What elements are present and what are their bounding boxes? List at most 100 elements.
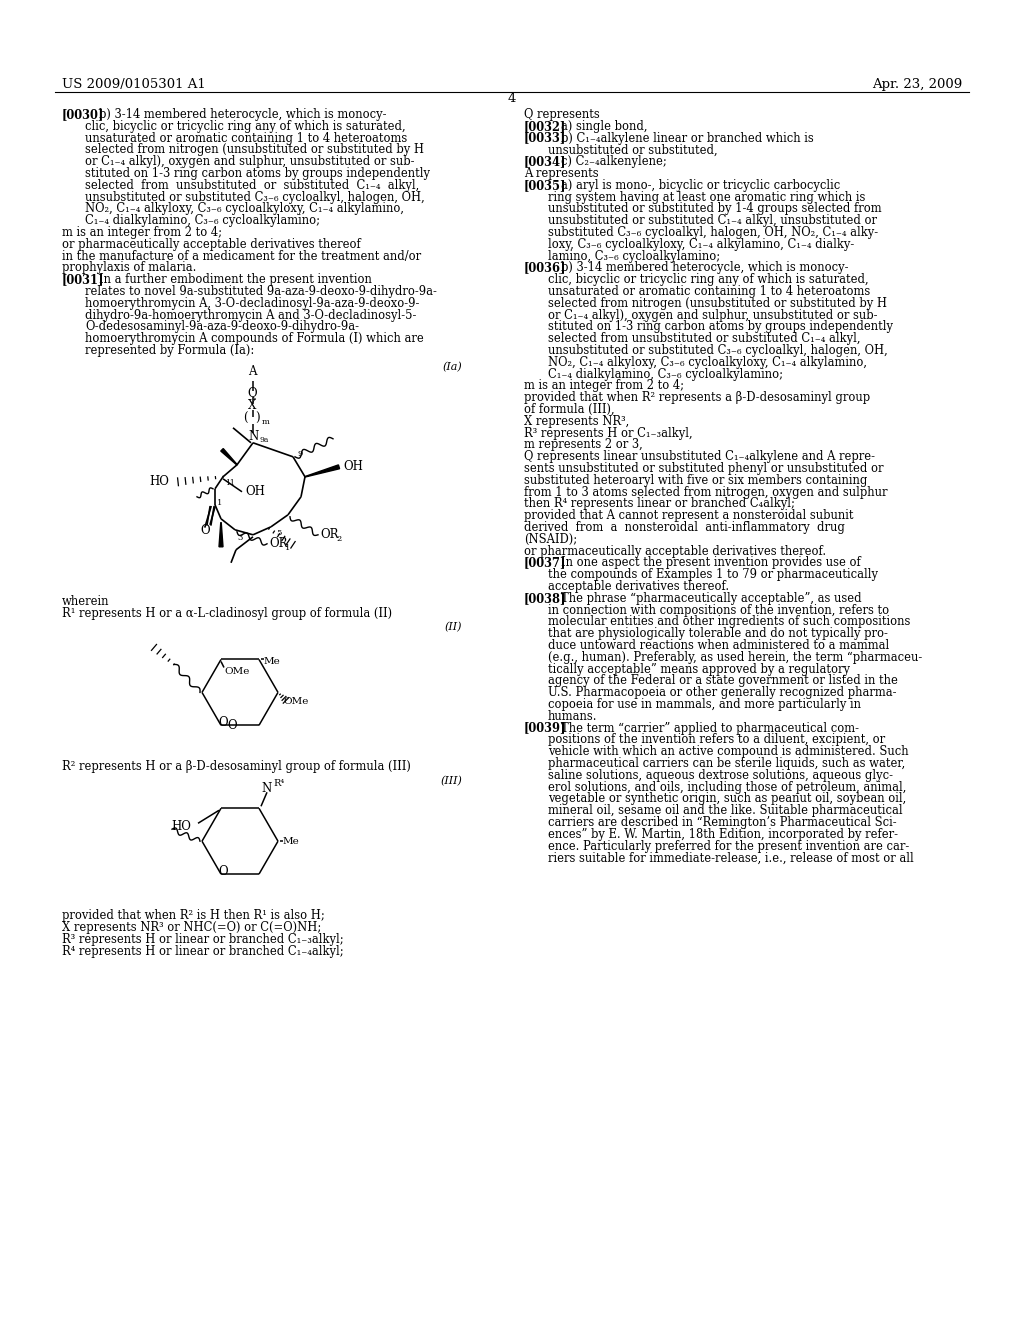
Text: provided that when R² represents a β-D-desosaminyl group: provided that when R² represents a β-D-d… [524, 391, 870, 404]
Text: HO: HO [171, 820, 191, 833]
Text: ): ) [255, 412, 259, 425]
Text: X represents NR³ or NHC(=O) or C(=O)NH;: X represents NR³ or NHC(=O) or C(=O)NH; [62, 921, 322, 935]
Text: riers suitable for immediate-release, i.e., release of most or all: riers suitable for immediate-release, i.… [548, 851, 913, 865]
Text: agency of the Federal or a state government or listed in the: agency of the Federal or a state governm… [548, 675, 898, 688]
Text: relates to novel 9a-substituted 9a-aza-9-deoxo-9-dihydro-9a-: relates to novel 9a-substituted 9a-aza-9… [85, 285, 437, 298]
Text: a) single bond,: a) single bond, [561, 120, 647, 133]
Text: erol solutions, and oils, including those of petroleum, animal,: erol solutions, and oils, including thos… [548, 780, 906, 793]
Text: m is an integer from 2 to 4;: m is an integer from 2 to 4; [524, 379, 684, 392]
Text: from 1 to 3 atoms selected from nitrogen, oxygen and sulphur: from 1 to 3 atoms selected from nitrogen… [524, 486, 888, 499]
Text: OH: OH [343, 461, 362, 474]
Text: O: O [218, 865, 227, 878]
Text: (III): (III) [440, 776, 462, 787]
Text: In one aspect the present invention provides use of: In one aspect the present invention prov… [561, 557, 861, 569]
Text: ring system having at least one aromatic ring which is: ring system having at least one aromatic… [548, 190, 865, 203]
Text: unsaturated or aromatic containing 1 to 4 heteroatoms: unsaturated or aromatic containing 1 to … [85, 132, 408, 145]
Text: Q represents linear unsubstituted C₁₋₄alkylene and A repre-: Q represents linear unsubstituted C₁₋₄al… [524, 450, 874, 463]
Text: Apr. 23, 2009: Apr. 23, 2009 [871, 78, 962, 91]
Text: In a further embodiment the present invention: In a further embodiment the present inve… [99, 273, 372, 286]
Text: lamino, C₃₋₆ cycloalkylamino;: lamino, C₃₋₆ cycloalkylamino; [548, 249, 720, 263]
Text: sents unsubstituted or substituted phenyl or unsubstituted or: sents unsubstituted or substituted pheny… [524, 462, 884, 475]
Text: then R⁴ represents linear or branched C₄alkyl;: then R⁴ represents linear or branched C₄… [524, 498, 795, 511]
Text: NO₂, C₁₋₄ alkyloxy, C₃₋₆ cycloalkyloxy, C₁₋₄ alkylamino,: NO₂, C₁₋₄ alkyloxy, C₃₋₆ cycloalkyloxy, … [548, 356, 867, 368]
Text: (Ia): (Ia) [442, 362, 462, 372]
Text: O: O [200, 524, 210, 537]
Text: C₁₋₄ dialkylamino, C₃₋₆ cycloalkylamino;: C₁₋₄ dialkylamino, C₃₋₆ cycloalkylamino; [85, 214, 319, 227]
Text: unsubstituted or substituted C₁₋₄ alkyl, unsubstituted or: unsubstituted or substituted C₁₋₄ alkyl,… [548, 214, 877, 227]
Text: A: A [248, 364, 256, 378]
Text: O: O [218, 715, 227, 729]
Text: 9a: 9a [259, 436, 268, 444]
Text: N: N [249, 430, 259, 444]
Text: a) aryl is mono-, bicyclic or tricyclic carbocyclic: a) aryl is mono-, bicyclic or tricyclic … [561, 178, 841, 191]
Text: R³ represents H or linear or branched C₁₋₃alkyl;: R³ represents H or linear or branched C₁… [62, 933, 344, 946]
Text: O: O [227, 719, 237, 731]
Text: (II): (II) [444, 623, 462, 632]
Text: of formula (III),: of formula (III), [524, 403, 614, 416]
Text: R² represents H or a β-D-desosaminyl group of formula (III): R² represents H or a β-D-desosaminyl gro… [62, 760, 411, 774]
Text: saline solutions, aqueous dextrose solutions, aqueous glyc-: saline solutions, aqueous dextrose solut… [548, 768, 893, 781]
Text: homoerythromycin A, 3-O-decladinosyl-9a-aza-9-deoxo-9-: homoerythromycin A, 3-O-decladinosyl-9a-… [85, 297, 420, 310]
Text: (NSAID);: (NSAID); [524, 533, 578, 545]
Text: [0036]: [0036] [524, 261, 566, 275]
Polygon shape [219, 523, 223, 546]
Text: N: N [262, 781, 272, 795]
Text: [0038]: [0038] [524, 591, 566, 605]
Text: mineral oil, sesame oil and the like. Suitable pharmaceutical: mineral oil, sesame oil and the like. Su… [548, 804, 902, 817]
Text: or C₁₋₄ alkyl), oxygen and sulphur, unsubstituted or sub-: or C₁₋₄ alkyl), oxygen and sulphur, unsu… [548, 309, 878, 322]
Text: [0033]: [0033] [524, 132, 566, 145]
Text: R³ represents H or C₁₋₃alkyl,: R³ represents H or C₁₋₃alkyl, [524, 426, 692, 440]
Text: dihydro-9a-homoerythromycin A and 3-O-decladinosyl-5-: dihydro-9a-homoerythromycin A and 3-O-de… [85, 309, 417, 322]
Text: R⁴: R⁴ [273, 779, 285, 788]
Text: [0035]: [0035] [524, 178, 566, 191]
Polygon shape [305, 465, 340, 477]
Text: 1: 1 [285, 544, 291, 552]
Text: 9: 9 [297, 450, 302, 458]
Text: 2: 2 [336, 535, 341, 543]
Text: clic, bicyclic or tricyclic ring any of which is saturated,: clic, bicyclic or tricyclic ring any of … [548, 273, 868, 286]
Text: OH: OH [245, 486, 265, 499]
Text: vegetable or synthetic origin, such as peanut oil, soybean oil,: vegetable or synthetic origin, such as p… [548, 792, 906, 805]
Text: m is an integer from 2 to 4;: m is an integer from 2 to 4; [62, 226, 222, 239]
Text: c) C₂₋₄alkenylene;: c) C₂₋₄alkenylene; [561, 156, 667, 168]
Text: unsaturated or aromatic containing 1 to 4 heteroatoms: unsaturated or aromatic containing 1 to … [548, 285, 870, 298]
Text: (: ( [243, 412, 248, 425]
Text: C₁₋₄ dialkylamino, C₃₋₆ cycloalkylamino;: C₁₋₄ dialkylamino, C₃₋₆ cycloalkylamino; [548, 367, 783, 380]
Text: O-dedesosaminyl-9a-aza-9-deoxo-9-dihydro-9a-: O-dedesosaminyl-9a-aza-9-deoxo-9-dihydro… [85, 321, 359, 334]
Text: OR: OR [319, 528, 339, 541]
Text: R⁴ represents H or linear or branched C₁₋₄alkyl;: R⁴ represents H or linear or branched C₁… [62, 945, 344, 957]
Text: US 2009/0105301 A1: US 2009/0105301 A1 [62, 78, 206, 91]
Text: unsubstituted or substituted C₃₋₆ cycloalkyl, halogen, OH,: unsubstituted or substituted C₃₋₆ cycloa… [548, 345, 888, 356]
Text: R¹ represents H or a α-L-cladinosyl group of formula (II): R¹ represents H or a α-L-cladinosyl grou… [62, 607, 392, 619]
Text: or pharmaceutically acceptable derivatives thereof: or pharmaceutically acceptable derivativ… [62, 238, 360, 251]
Text: 4: 4 [508, 92, 516, 106]
Text: HO: HO [150, 475, 169, 488]
Text: tically acceptable” means approved by a regulatory: tically acceptable” means approved by a … [548, 663, 850, 676]
Text: unsubstituted or substituted C₃₋₆ cycloalkyl, halogen, OH,: unsubstituted or substituted C₃₋₆ cycloa… [85, 190, 425, 203]
Text: 3: 3 [237, 533, 243, 541]
Text: humans.: humans. [548, 710, 597, 723]
Text: acceptable derivatives thereof.: acceptable derivatives thereof. [548, 579, 729, 593]
Text: stituted on 1-3 ring carbon atoms by groups independently: stituted on 1-3 ring carbon atoms by gro… [85, 168, 430, 180]
Text: or C₁₋₄ alkyl), oxygen and sulphur, unsubstituted or sub-: or C₁₋₄ alkyl), oxygen and sulphur, unsu… [85, 156, 415, 168]
Text: (e.g., human). Preferably, as used herein, the term “pharmaceu-: (e.g., human). Preferably, as used herei… [548, 651, 923, 664]
Text: positions of the invention refers to a diluent, excipient, or: positions of the invention refers to a d… [548, 734, 885, 746]
Text: in connection with compositions of the invention, refers to: in connection with compositions of the i… [548, 603, 889, 616]
Text: The term “carrier” applied to pharmaceutical com-: The term “carrier” applied to pharmaceut… [561, 722, 859, 735]
Text: 11: 11 [225, 479, 234, 487]
Text: U.S. Pharmacopoeia or other generally recognized pharma-: U.S. Pharmacopoeia or other generally re… [548, 686, 896, 700]
Text: A represents: A represents [524, 168, 599, 180]
Text: stituted on 1-3 ring carbon atoms by groups independently: stituted on 1-3 ring carbon atoms by gro… [548, 321, 893, 334]
Text: prophylaxis of malaria.: prophylaxis of malaria. [62, 261, 197, 275]
Text: The phrase “pharmaceutically acceptable”, as used: The phrase “pharmaceutically acceptable”… [561, 591, 861, 605]
Text: Me: Me [264, 657, 281, 667]
Text: derived  from  a  nonsteroidal  anti-inflammatory  drug: derived from a nonsteroidal anti-inflamm… [524, 521, 845, 535]
Text: [0039]: [0039] [524, 722, 566, 735]
Text: OR: OR [269, 537, 288, 550]
Text: 1: 1 [217, 499, 222, 507]
Text: [0032]: [0032] [524, 120, 566, 133]
Text: b) 3-14 membered heterocycle, which is monocy-: b) 3-14 membered heterocycle, which is m… [99, 108, 386, 121]
Text: clic, bicyclic or tricyclic ring any of which is saturated,: clic, bicyclic or tricyclic ring any of … [85, 120, 406, 133]
Text: homoerythromycin A compounds of Formula (I) which are: homoerythromycin A compounds of Formula … [85, 333, 424, 346]
Text: NO₂, C₁₋₄ alkyloxy, C₃₋₆ cycloalkyloxy, C₁₋₄ alkylamino,: NO₂, C₁₋₄ alkyloxy, C₃₋₆ cycloalkyloxy, … [85, 202, 404, 215]
